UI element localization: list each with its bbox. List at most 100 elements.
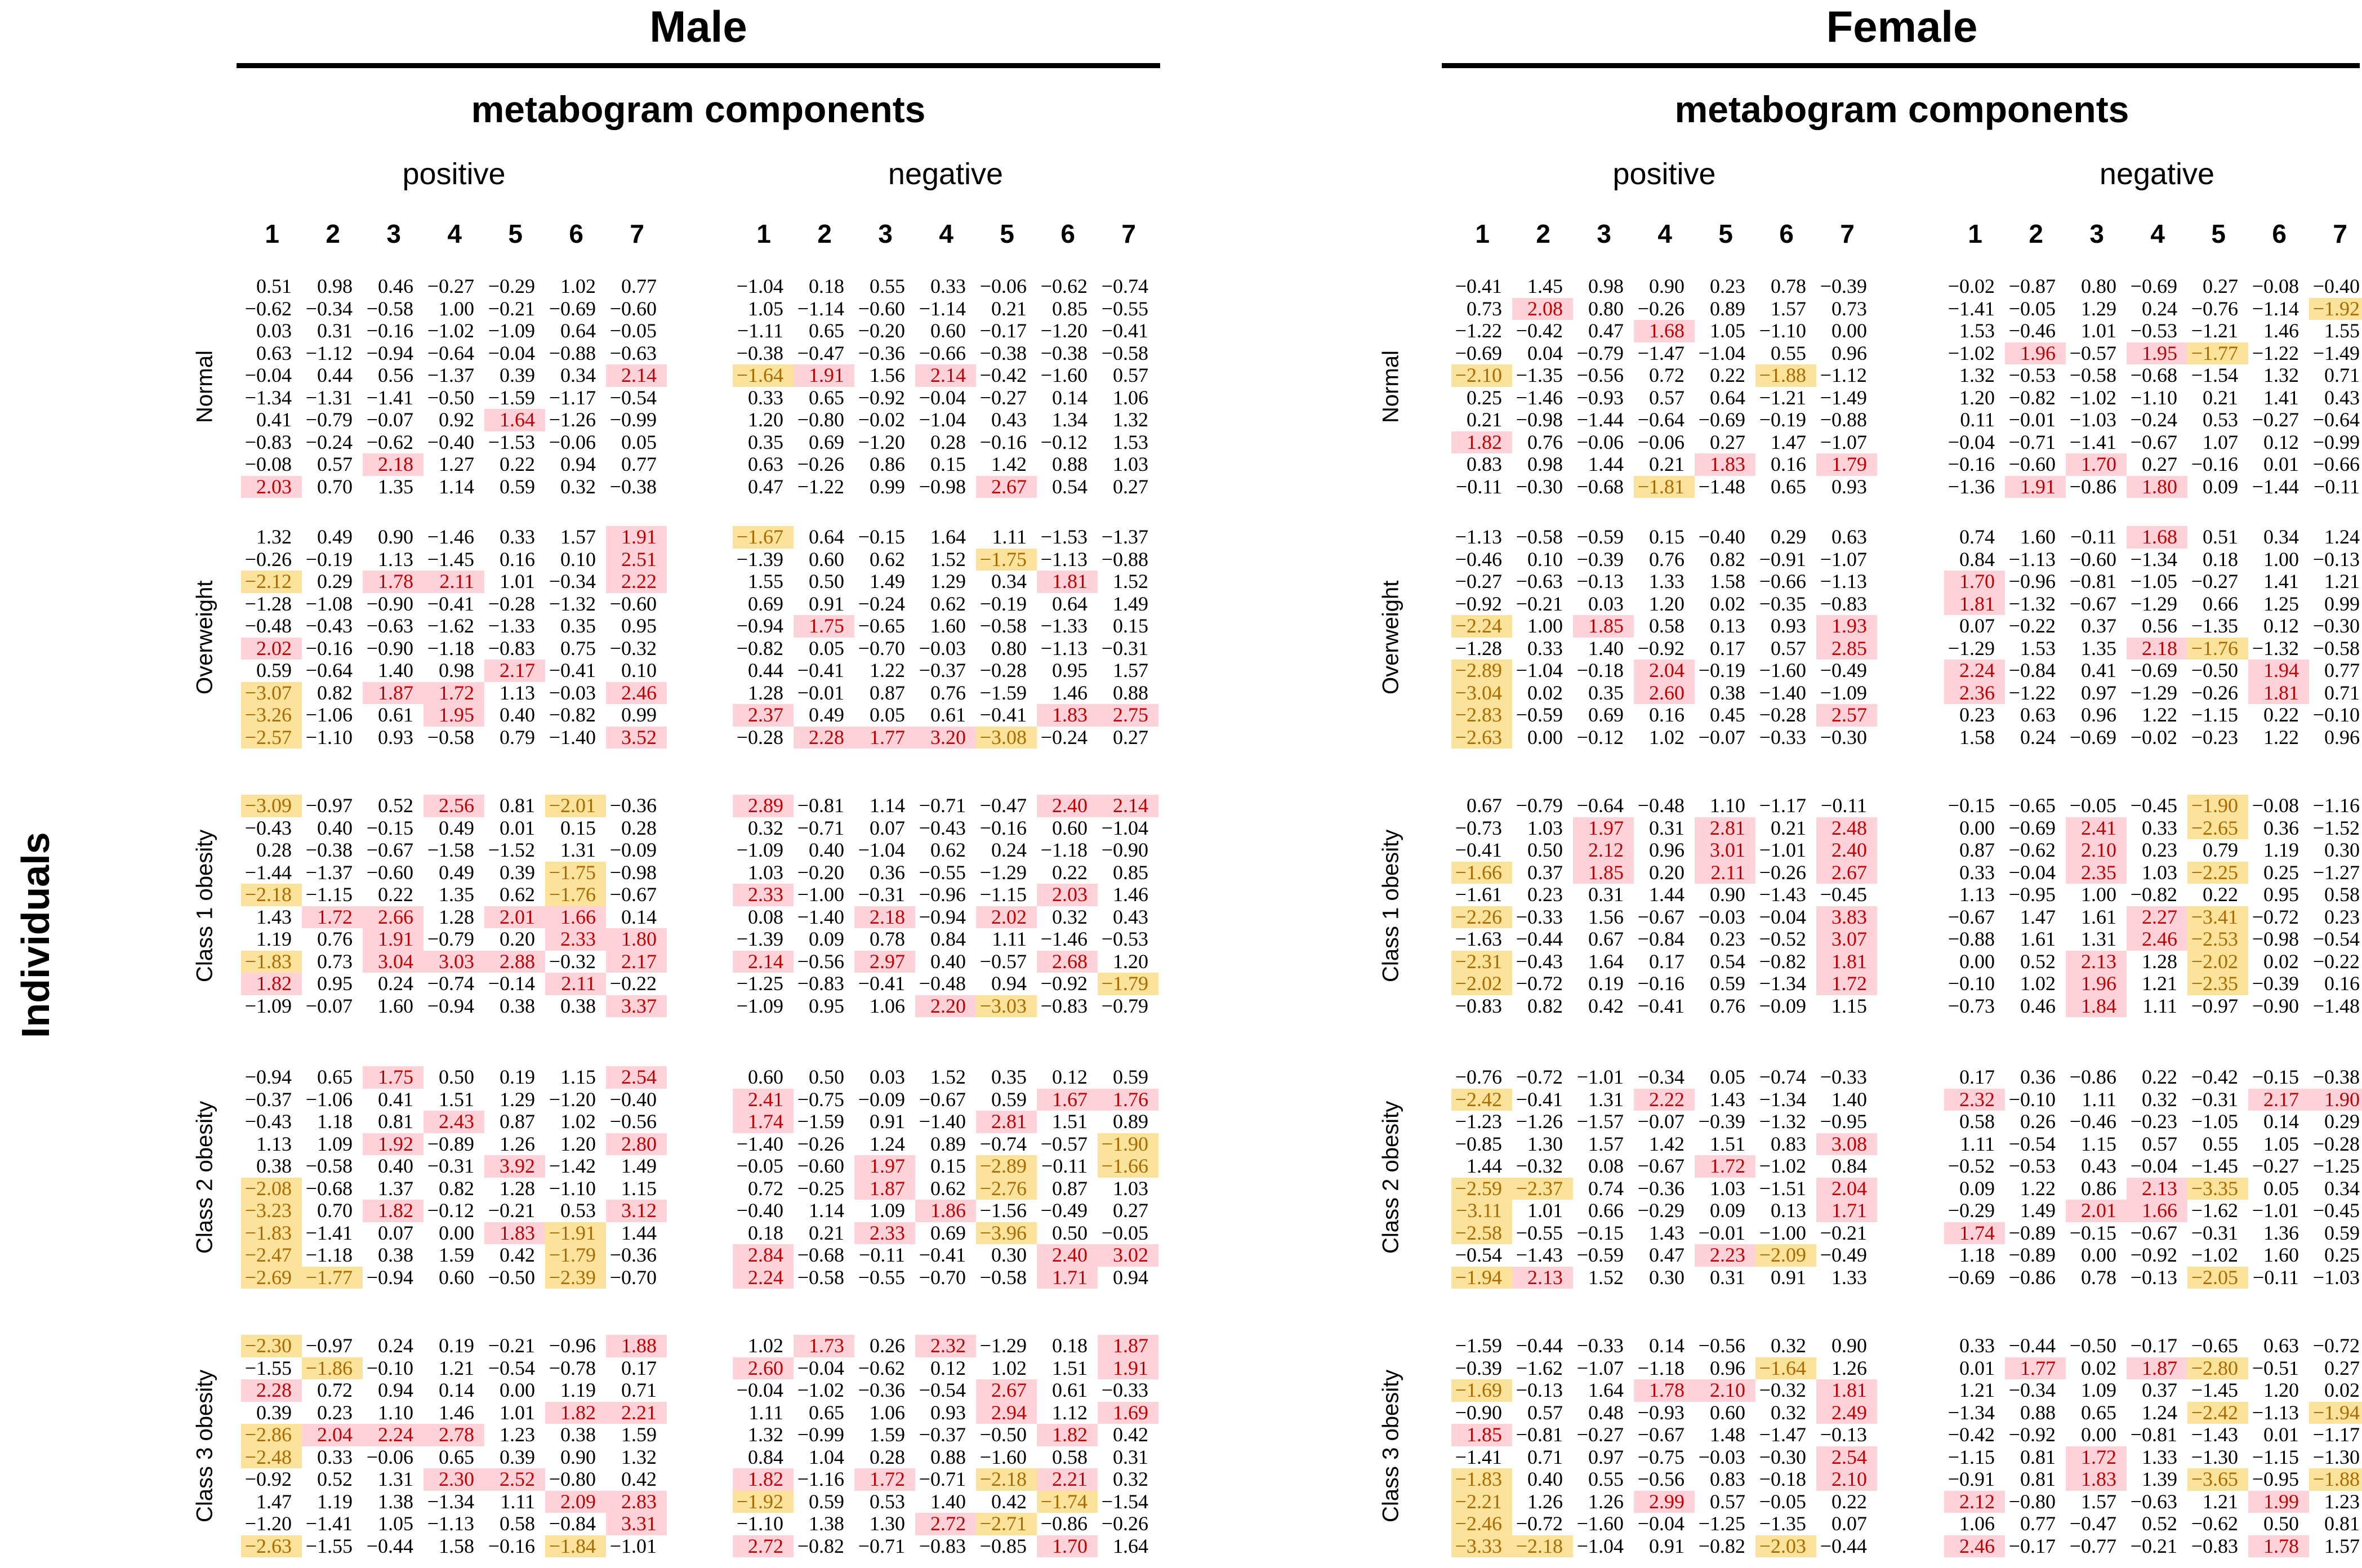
matrix-cell: 0.13 — [1771, 1199, 1806, 1222]
matrix-cell: −0.69 — [2008, 816, 2056, 839]
matrix-cell: −0.90 — [1455, 1401, 1502, 1424]
matrix-cell: 1.37 — [378, 1177, 413, 1200]
matrix-cell: 0.30 — [2324, 839, 2360, 861]
matrix-cell: −0.45 — [1820, 883, 1867, 906]
matrix-cell: −1.00 — [797, 883, 844, 906]
matrix-cell: −1.77 — [302, 1266, 363, 1289]
matrix-cell: −0.99 — [609, 408, 657, 431]
matrix-cell: −1.46 — [427, 525, 474, 548]
matrix-cell: −0.05 — [2069, 794, 2116, 817]
matrix-cell: −0.09 — [858, 1088, 905, 1111]
matrix-cell: −1.26 — [1516, 1110, 1563, 1133]
matrix-cell: −0.04 — [1637, 1512, 1684, 1535]
matrix-cell: −0.66 — [919, 341, 966, 364]
matrix-cell: 2.67 — [976, 1379, 1037, 1402]
matrix-cell: −2.86 — [241, 1423, 302, 1446]
matrix-cell: 0.15 — [1649, 525, 1684, 548]
column-number: 6 — [2272, 219, 2287, 248]
matrix-cell: −0.66 — [1759, 570, 1806, 593]
matrix-cell: −0.41 — [797, 659, 844, 681]
matrix-cell: 2.41 — [2066, 817, 2127, 839]
matrix-cell: −0.43 — [1516, 950, 1563, 973]
matrix-cell: −1.11 — [737, 319, 783, 342]
matrix-cell: −1.13 — [427, 1512, 474, 1535]
matrix-cell: 1.32 — [256, 525, 292, 548]
matrix-cell: −0.63 — [1516, 570, 1563, 593]
matrix-cell: −1.07 — [1576, 1356, 1624, 1379]
matrix-cell: 1.94 — [2248, 659, 2309, 682]
matrix-cell: −1.46 — [1040, 928, 1088, 950]
female-negative-matrix-class3: 0.33 −0.44 −0.50 −0.17 −0.65 0.63 −0.72 0.01 1.7… — [1944, 1334, 2362, 1557]
matrix-cell: 2.66 — [363, 906, 424, 928]
matrix-cell: 2.17 — [2248, 1088, 2309, 1111]
matrix-cell: −1.12 — [1820, 364, 1867, 386]
matrix-cell: 0.00 — [2081, 1423, 2116, 1446]
matrix-cell: −0.04 — [2008, 861, 2056, 884]
male-positive-header: positive — [402, 157, 506, 191]
matrix-cell: 1.80 — [606, 928, 667, 951]
matrix-cell: 1.88 — [606, 1334, 667, 1357]
column-number: 1 — [1475, 219, 1490, 248]
matrix-cell: 1.43 — [1649, 1221, 1684, 1244]
matrix-cell: 0.47 — [1649, 1244, 1684, 1266]
matrix-cell: −0.50 — [2069, 1334, 2116, 1357]
matrix-cell: −0.04 — [244, 364, 292, 386]
matrix-cell: 0.17 — [1959, 1066, 1995, 1088]
matrix-cell: 0.78 — [870, 928, 905, 950]
matrix-cell: 1.44 — [1467, 1155, 1502, 1177]
matrix-cell: −0.21 — [1516, 592, 1563, 615]
matrix-cell: −0.21 — [488, 1334, 535, 1357]
matrix-cell: 2.52 — [484, 1468, 545, 1491]
matrix-cell: −0.52 — [1759, 928, 1806, 950]
matrix-cell: 0.77 — [621, 453, 657, 475]
matrix-cell: −0.67 — [1637, 1423, 1684, 1446]
matrix-cell: −0.16 — [1637, 972, 1684, 995]
matrix-cell: 2.72 — [733, 1535, 794, 1557]
matrix-cell: 1.57 — [560, 525, 596, 548]
matrix-cell: −0.01 — [2008, 408, 2056, 431]
matrix-cell: −1.10 — [305, 725, 353, 749]
matrix-cell: 0.38 — [256, 1155, 292, 1177]
matrix-cell: −0.66 — [2312, 453, 2360, 475]
matrix-cell: −1.05 — [2130, 570, 2177, 593]
matrix-cell: 0.81 — [2020, 1445, 2056, 1468]
matrix-cell: 0.31 — [1588, 883, 1624, 906]
matrix-cell: −0.26 — [2191, 681, 2238, 704]
matrix-cell: 0.32 — [1113, 1468, 1148, 1490]
matrix-cell: −0.24 — [1040, 725, 1088, 749]
matrix-cell: −1.07 — [1820, 547, 1867, 571]
matrix-cell: −0.37 — [919, 1423, 966, 1446]
matrix-cell: 2.13 — [1512, 1266, 1573, 1289]
matrix-cell: 1.47 — [256, 1490, 292, 1513]
matrix-cell: 0.17 — [1710, 636, 1745, 660]
matrix-cell: 0.48 — [1588, 1401, 1624, 1424]
matrix-cell: −0.14 — [488, 972, 535, 995]
matrix-cell: −0.54 — [919, 1379, 966, 1401]
matrix-cell: −0.82 — [797, 1534, 844, 1557]
matrix-cell: −0.99 — [797, 1423, 844, 1446]
matrix-cell: 1.26 — [1527, 1490, 1563, 1513]
matrix-cell: 0.41 — [2081, 659, 2116, 681]
column-number: 5 — [1718, 219, 1733, 248]
matrix-cell: −2.30 — [241, 1334, 302, 1357]
matrix-cell: 0.34 — [991, 570, 1027, 593]
matrix-cell: 0.61 — [378, 703, 413, 726]
matrix-cell: 2.81 — [1695, 817, 1755, 839]
matrix-cell: 0.50 — [2263, 1512, 2299, 1535]
matrix-cell: 1.11 — [992, 525, 1027, 548]
matrix-cell: −0.90 — [2252, 994, 2299, 1017]
matrix-cell: −3.03 — [976, 995, 1037, 1017]
matrix-cell: −1.47 — [1759, 1423, 1806, 1446]
matrix-cell: −0.56 — [1698, 1334, 1745, 1357]
column-number: 2 — [326, 219, 340, 248]
matrix-cell: −3.33 — [1451, 1535, 1512, 1557]
matrix-cell: 1.24 — [2324, 525, 2360, 548]
matrix-cell: 1.32 — [1113, 408, 1148, 431]
matrix-cell: 2.18 — [854, 906, 915, 928]
matrix-cell: −1.22 — [797, 475, 844, 498]
matrix-cell: 0.91 — [809, 592, 844, 615]
matrix-cell: 0.54 — [1710, 950, 1745, 973]
matrix-cell: 0.55 — [1771, 341, 1806, 364]
matrix-cell: 1.06 — [1113, 386, 1148, 409]
matrix-cell: 0.05 — [809, 636, 844, 660]
